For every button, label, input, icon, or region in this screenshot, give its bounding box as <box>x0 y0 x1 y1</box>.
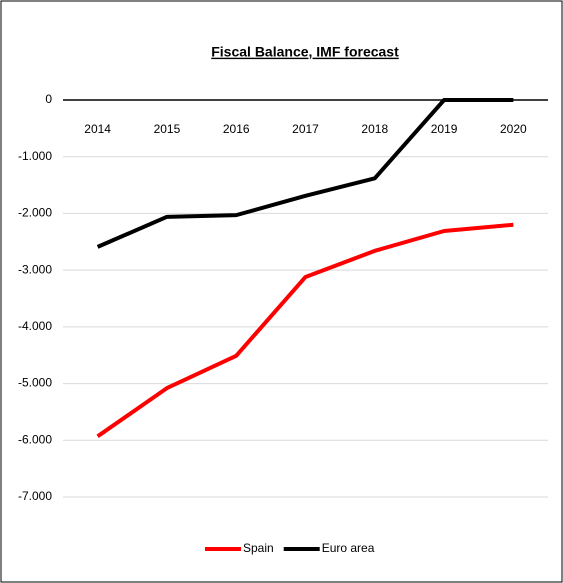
y-tick-label: -1.000 <box>18 149 52 163</box>
x-tick-label: 2014 <box>84 122 111 136</box>
x-tick-label: 2019 <box>431 122 458 136</box>
x-tick-label: 2017 <box>292 122 319 136</box>
x-tick-label: 2015 <box>154 122 181 136</box>
series-line <box>96 98 514 249</box>
y-tick-label: -6.000 <box>18 432 52 446</box>
y-tick-label: -5.000 <box>18 376 52 390</box>
series-line <box>96 222 514 438</box>
y-tick-label: -3.000 <box>18 262 52 276</box>
legend-label: Euro area <box>322 541 375 555</box>
y-tick-label: -4.000 <box>18 319 52 333</box>
chart-title: Fiscal Balance, IMF forecast <box>211 44 399 60</box>
y-tick-label: -2.000 <box>18 206 52 220</box>
x-tick-label: 2020 <box>500 122 527 136</box>
x-tick-label: 2016 <box>223 122 250 136</box>
x-tick-label: 2018 <box>361 122 388 136</box>
y-tick-label: -7.000 <box>18 489 52 503</box>
y-tick-label: 0 <box>45 92 52 106</box>
legend-label: Spain <box>243 541 274 555</box>
